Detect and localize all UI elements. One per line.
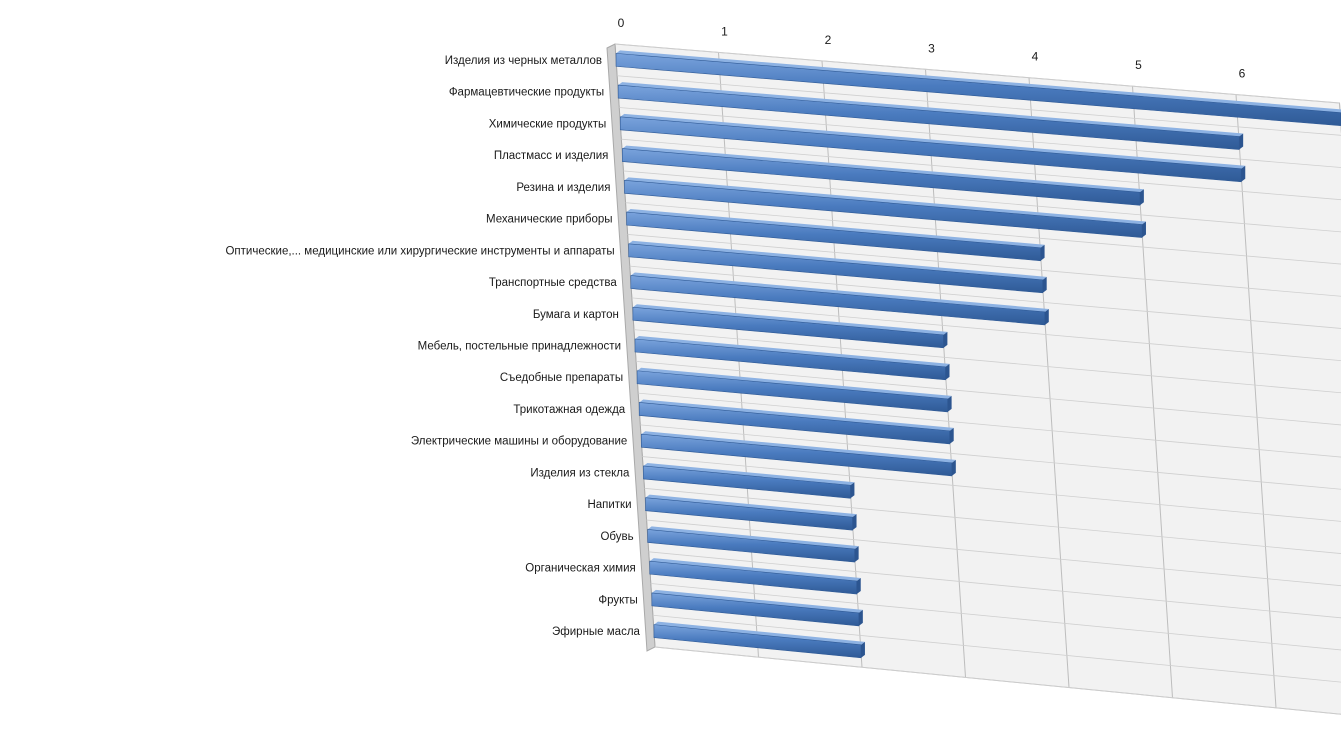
bar xyxy=(624,177,1146,238)
category-label: Обувь xyxy=(600,531,633,543)
category-label: Резина и изделия xyxy=(516,182,610,194)
category-label: Съедобные препараты xyxy=(500,372,623,384)
category-label: Мебель, постельные принадлежности xyxy=(418,341,621,353)
bar xyxy=(628,240,1047,294)
grid-line-horizontal xyxy=(625,202,1341,265)
grid-line-horizontal xyxy=(638,392,1341,458)
grid-line-horizontal xyxy=(621,138,1341,201)
grid-line-horizontal xyxy=(623,170,1341,233)
grid-line-horizontal xyxy=(646,519,1341,587)
x-tick-label: 0 xyxy=(618,16,625,30)
bar xyxy=(651,589,863,627)
bar xyxy=(638,399,954,445)
x-tick-label: 5 xyxy=(1135,58,1142,72)
grid-line-horizontal xyxy=(627,234,1341,297)
category-label: Пластмасс и изделия xyxy=(494,150,609,162)
category-label: Эфирные масла xyxy=(552,626,641,638)
bar xyxy=(641,431,956,477)
grid-line-vertical xyxy=(1028,77,1070,688)
category-labels: Изделия из черных металлов Фармацевтическ… xyxy=(225,55,640,638)
bar xyxy=(649,558,861,595)
category-label: Транспортные средства xyxy=(489,277,618,289)
category-label: Напитки xyxy=(587,499,631,511)
grid-line-horizontal xyxy=(636,360,1341,426)
grid-line-vertical xyxy=(1235,94,1277,708)
grid-line-horizontal xyxy=(644,487,1341,554)
x-axis-ticks: 0 1 2 3 4 5 6 xyxy=(618,16,1246,81)
bars xyxy=(615,50,1341,659)
grid-lines xyxy=(614,43,1341,715)
category-label: Оптические,... медицинские или хирургиче… xyxy=(225,245,614,257)
x-tick-label: 3 xyxy=(928,41,935,55)
bar xyxy=(619,113,1246,183)
category-label: Изделия из черных металлов xyxy=(445,55,602,67)
bar xyxy=(626,209,1045,262)
x-tick-label: 1 xyxy=(721,24,728,38)
category-label: Электрические машины и оборудование xyxy=(411,436,627,448)
bar xyxy=(630,272,1049,326)
x-tick-label: 4 xyxy=(1032,50,1039,64)
grid-line-horizontal xyxy=(614,43,1340,104)
grid-line-horizontal xyxy=(654,646,1341,715)
category-label: Трикотажная одежда xyxy=(513,404,625,416)
bar xyxy=(634,336,950,381)
grid-line-vertical xyxy=(1132,86,1173,698)
bar xyxy=(653,621,865,659)
x-tick-label: 6 xyxy=(1239,67,1246,81)
grid-line-horizontal xyxy=(648,551,1341,619)
grid-line-horizontal xyxy=(629,265,1341,329)
bar xyxy=(645,494,857,531)
grid-line-horizontal xyxy=(642,456,1341,522)
bar xyxy=(636,367,952,413)
category-label: Фрукты xyxy=(598,594,637,606)
category-label: Фармацевтические продукты xyxy=(449,87,604,99)
category-label: Механические приборы xyxy=(486,214,613,226)
grid-line-horizontal xyxy=(650,583,1341,651)
bar xyxy=(647,526,859,563)
grid-line-horizontal xyxy=(640,424,1341,490)
category-label: Бумага и картон xyxy=(533,309,619,321)
category-label: Изделия из стекла xyxy=(530,467,630,479)
grid-line-horizontal xyxy=(619,107,1341,168)
x-tick-label: 2 xyxy=(825,33,832,47)
bar xyxy=(622,145,1144,206)
bar xyxy=(617,82,1244,150)
bar xyxy=(632,304,948,349)
grid-line-horizontal xyxy=(631,297,1341,361)
bar xyxy=(643,462,855,499)
grid-line-horizontal xyxy=(633,329,1341,394)
grid-line-horizontal xyxy=(652,614,1341,683)
grid-line-horizontal xyxy=(617,75,1341,136)
category-label: Органическая химия xyxy=(525,563,635,575)
category-label: Химические продукты xyxy=(489,118,607,130)
